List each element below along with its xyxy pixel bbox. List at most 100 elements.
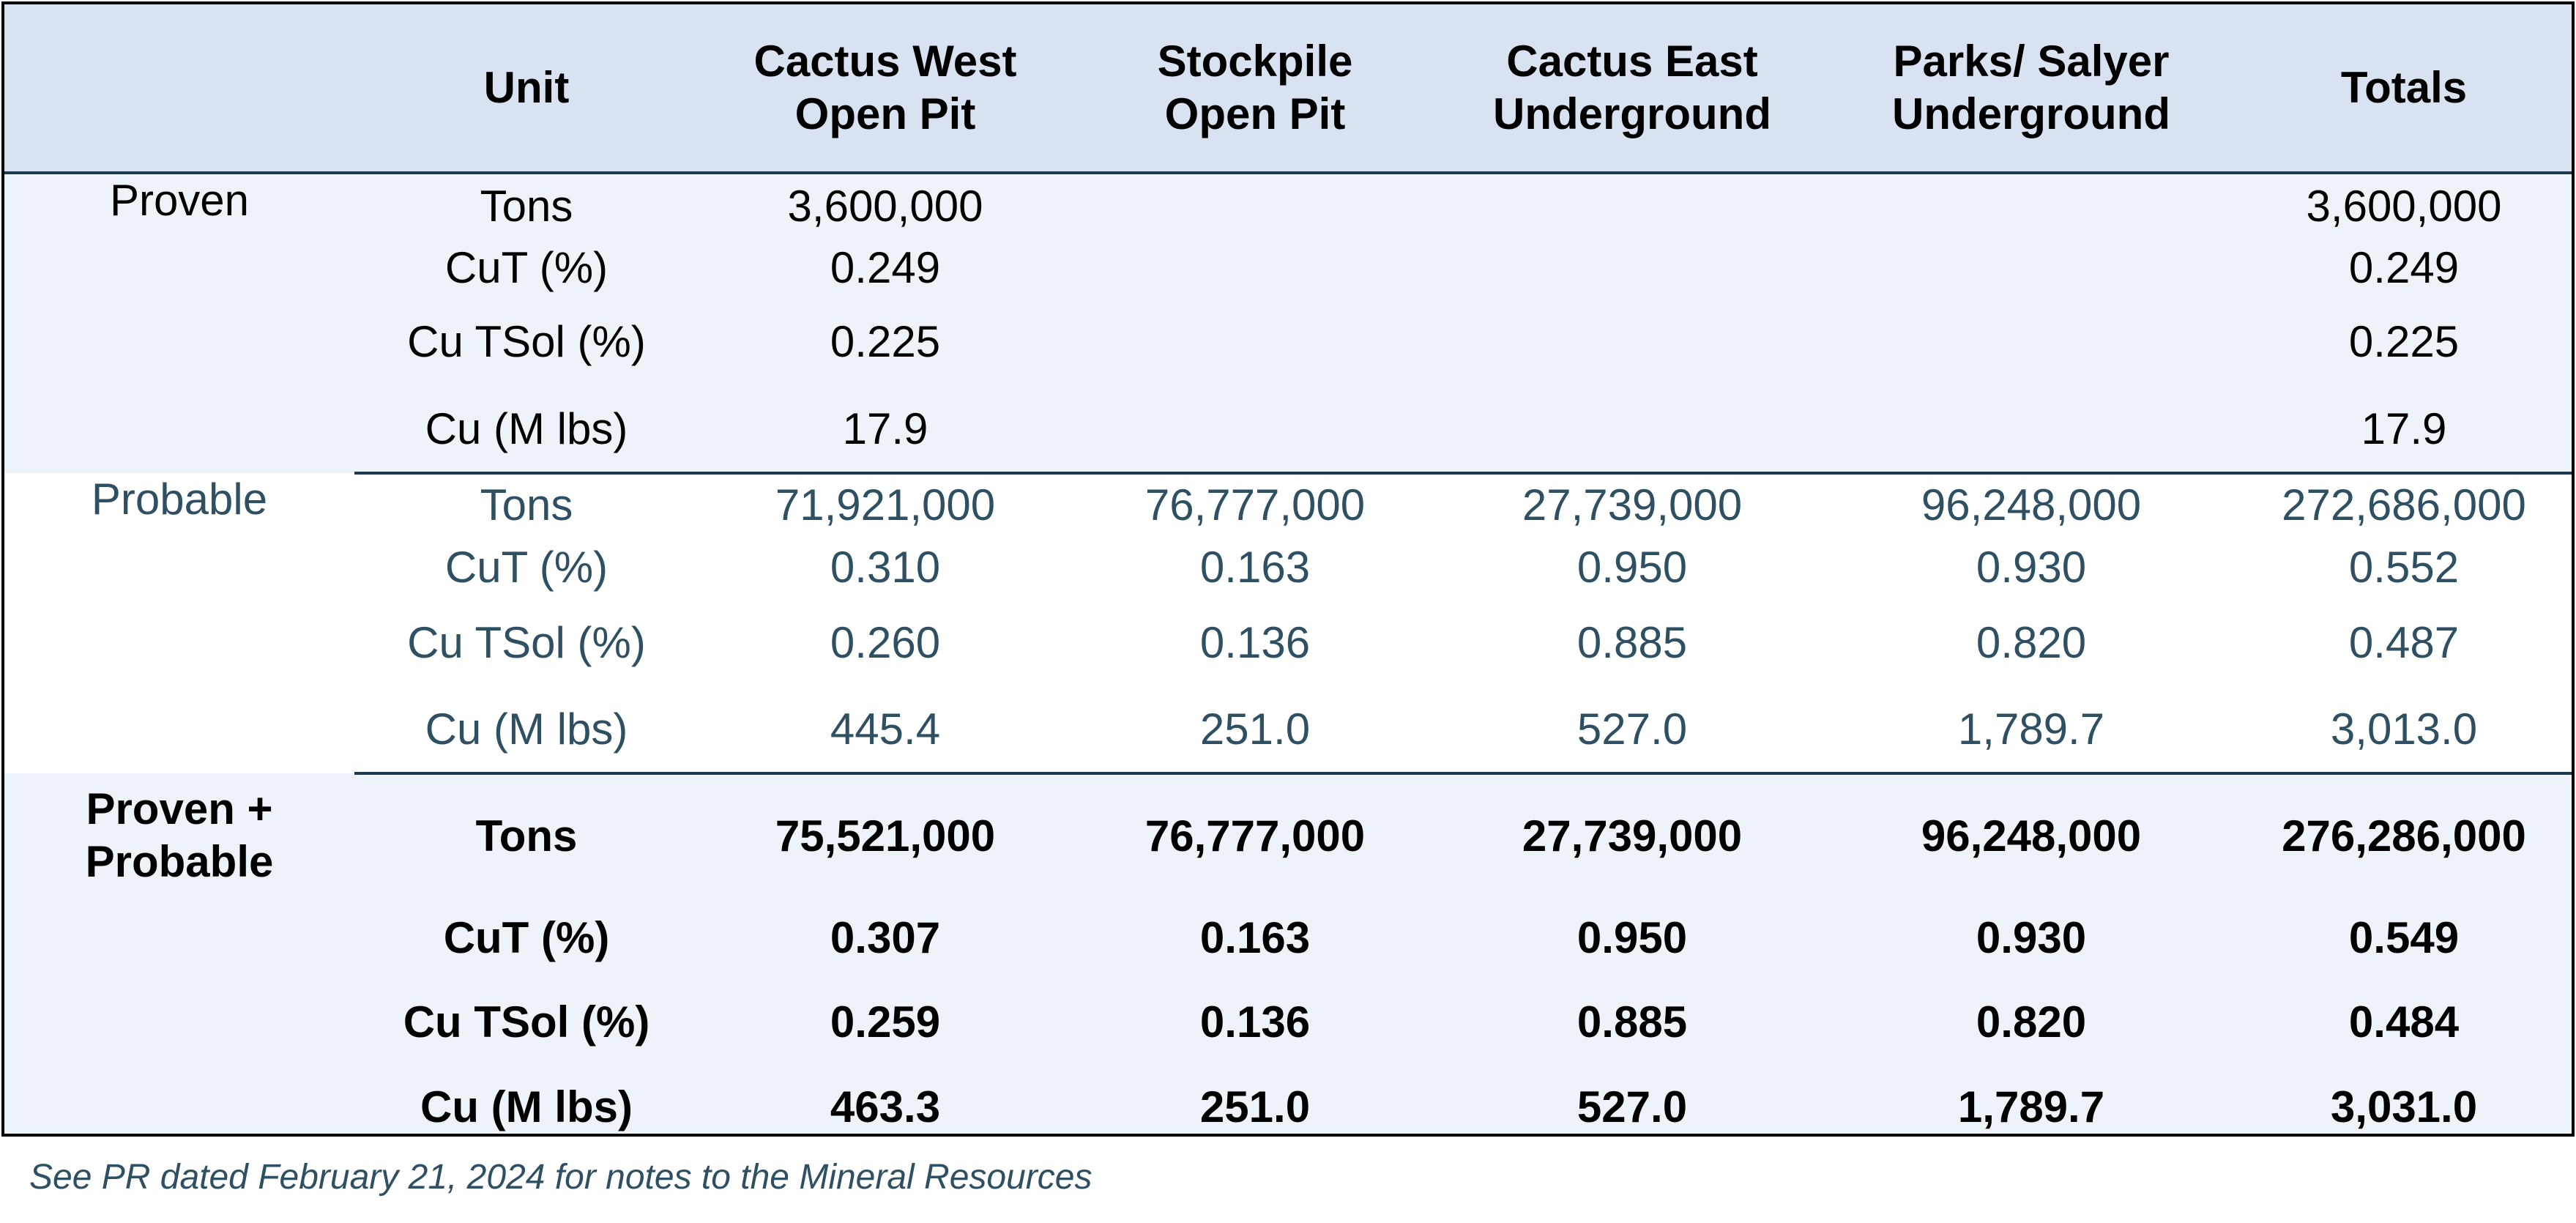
value-cell: 96,248,000	[1921, 480, 2142, 529]
value-cell: 75,521,000	[775, 811, 996, 860]
value-cell: 0.136	[1199, 997, 1311, 1047]
header-totals-line1: Totals	[2340, 63, 2468, 112]
value-cell: 96,248,000	[1921, 811, 2142, 860]
header-parks-salyer: Parks/ Salyer Underground	[1826, 4, 2236, 174]
table-row: Cu (M lbs) 463.3 251.0 527.0 1,789.7 3,0…	[4, 1066, 2572, 1134]
table-row: CuT (%) 0.249 0.249	[4, 239, 2572, 297]
header-cactus-west: Cactus West Open Pit	[699, 4, 1072, 174]
value-cell: 0.950	[1577, 913, 1688, 962]
value-cell: 0.930	[1976, 913, 2087, 962]
unit-cell: Tons	[475, 811, 578, 860]
value-cell: 71,921,000	[775, 480, 996, 529]
header-category	[4, 4, 354, 174]
value-cell: 17.9	[2236, 387, 2572, 475]
mineral-reserves-table: Unit Cactus West Open Pit Stockpile Open…	[4, 4, 2572, 1134]
value-cell: 3,013.0	[2236, 687, 2572, 775]
value-cell: 0.820	[1976, 997, 2087, 1047]
header-cactus-east-line2: Underground	[1493, 89, 1771, 138]
header-parks-salyer-line1: Parks/ Salyer	[1893, 37, 2170, 86]
unit-cell: CuT (%)	[444, 543, 608, 592]
value-cell: 0.930	[1976, 543, 2087, 592]
value-cell: 0.136	[1199, 618, 1311, 667]
value-cell	[1826, 387, 2236, 475]
unit-cell: Cu TSol (%)	[407, 317, 646, 366]
value-cell	[1826, 239, 2236, 297]
value-cell: 0.885	[1577, 618, 1688, 667]
category-label-combined: Proven + Probable	[4, 773, 354, 898]
value-cell: 0.225	[830, 317, 941, 366]
unit-cell: Cu (M lbs)	[354, 387, 699, 475]
value-cell: 0.249	[830, 243, 941, 292]
value-cell: 276,286,000	[2282, 811, 2526, 860]
value-cell: 0.487	[2348, 618, 2460, 667]
value-cell	[1438, 173, 1826, 239]
header-stockpile: Stockpile Open Pit	[1072, 4, 1438, 174]
value-cell: 0.163	[1199, 913, 1311, 962]
value-cell: 27,739,000	[1522, 811, 1743, 860]
value-cell: 3,031.0	[2330, 1082, 2478, 1131]
value-cell: 527.0	[1577, 1082, 1688, 1131]
value-cell: 0.260	[830, 618, 941, 667]
header-cactus-west-line1: Cactus West	[753, 37, 1017, 86]
value-cell: 463.3	[830, 1082, 941, 1131]
header-stockpile-line1: Stockpile	[1157, 37, 1353, 86]
table-row: Cu (M lbs) 17.9 17.9	[4, 387, 2572, 475]
header-parks-salyer-line2: Underground	[1892, 89, 2170, 138]
header-cactus-west-line2: Open Pit	[794, 89, 976, 138]
combined-label-line2: Probable	[85, 837, 274, 886]
category-label: Probable	[91, 475, 268, 524]
value-cell: 0.820	[1976, 618, 2087, 667]
value-cell: 0.259	[830, 997, 941, 1047]
value-cell	[1438, 297, 1826, 387]
value-cell: 0.484	[2348, 997, 2460, 1047]
reserves-table-frame: Unit Cactus West Open Pit Stockpile Open…	[1, 1, 2575, 1137]
value-cell: 17.9	[699, 387, 1072, 475]
table-row: Probable Tons 71,921,000 76,777,000 27,7…	[4, 473, 2572, 536]
header-unit: Unit	[354, 4, 699, 174]
value-cell: 3,600,000	[787, 182, 983, 231]
value-cell: 1,789.7	[1957, 1082, 2105, 1131]
value-cell: 0.307	[830, 913, 941, 962]
unit-cell: CuT (%)	[444, 243, 608, 292]
value-cell: 0.549	[2348, 913, 2460, 962]
value-cell: 1,789.7	[1826, 687, 2236, 775]
value-cell	[1826, 173, 2236, 239]
value-cell	[1438, 387, 1826, 475]
table-row: Proven + Probable Tons 75,521,000 76,777…	[4, 773, 2572, 898]
combined-section: Proven + Probable Tons 75,521,000 76,777…	[4, 773, 2572, 1134]
value-cell: 0.249	[2348, 243, 2460, 292]
combined-label-line1: Proven +	[86, 784, 273, 833]
category-spacer	[4, 978, 354, 1066]
value-cell: 251.0	[1199, 1082, 1311, 1131]
table-row: Cu TSol (%) 0.260 0.136 0.885 0.820 0.48…	[4, 599, 2572, 687]
value-cell: 0.950	[1577, 543, 1688, 592]
table-row: Cu TSol (%) 0.225 0.225	[4, 297, 2572, 387]
value-cell	[1438, 239, 1826, 297]
unit-cell: Cu (M lbs)	[354, 687, 699, 775]
value-cell	[1826, 297, 2236, 387]
table-row: CuT (%) 0.310 0.163 0.950 0.930 0.552	[4, 536, 2572, 599]
header-row: Unit Cactus West Open Pit Stockpile Open…	[4, 4, 2572, 174]
unit-cell: Cu TSol (%)	[403, 997, 650, 1047]
value-cell: 0.310	[830, 543, 941, 592]
unit-cell: Cu (M lbs)	[420, 1082, 633, 1131]
header-cactus-east-line1: Cactus East	[1506, 37, 1758, 86]
value-cell: 251.0	[1072, 687, 1438, 775]
unit-cell: Cu TSol (%)	[407, 618, 646, 667]
category-label: Proven	[109, 176, 250, 225]
table-row: Proven Tons 3,600,000 3,600,000	[4, 173, 2572, 239]
value-cell: 27,739,000	[1522, 480, 1743, 529]
unit-cell: Tons	[480, 182, 573, 231]
value-cell	[1072, 297, 1438, 387]
value-cell: 445.4	[699, 687, 1072, 775]
value-cell	[1072, 173, 1438, 239]
value-cell: 0.163	[1199, 543, 1311, 592]
table-row: Cu TSol (%) 0.259 0.136 0.885 0.820 0.48…	[4, 978, 2572, 1066]
value-cell: 272,686,000	[2282, 480, 2526, 529]
table-row: CuT (%) 0.307 0.163 0.950 0.930 0.549	[4, 898, 2572, 978]
category-spacer	[4, 1066, 354, 1134]
category-spacer	[4, 898, 354, 978]
unit-cell: Tons	[480, 480, 573, 529]
value-cell: 3,600,000	[2306, 182, 2502, 231]
value-cell: 76,777,000	[1144, 480, 1366, 529]
